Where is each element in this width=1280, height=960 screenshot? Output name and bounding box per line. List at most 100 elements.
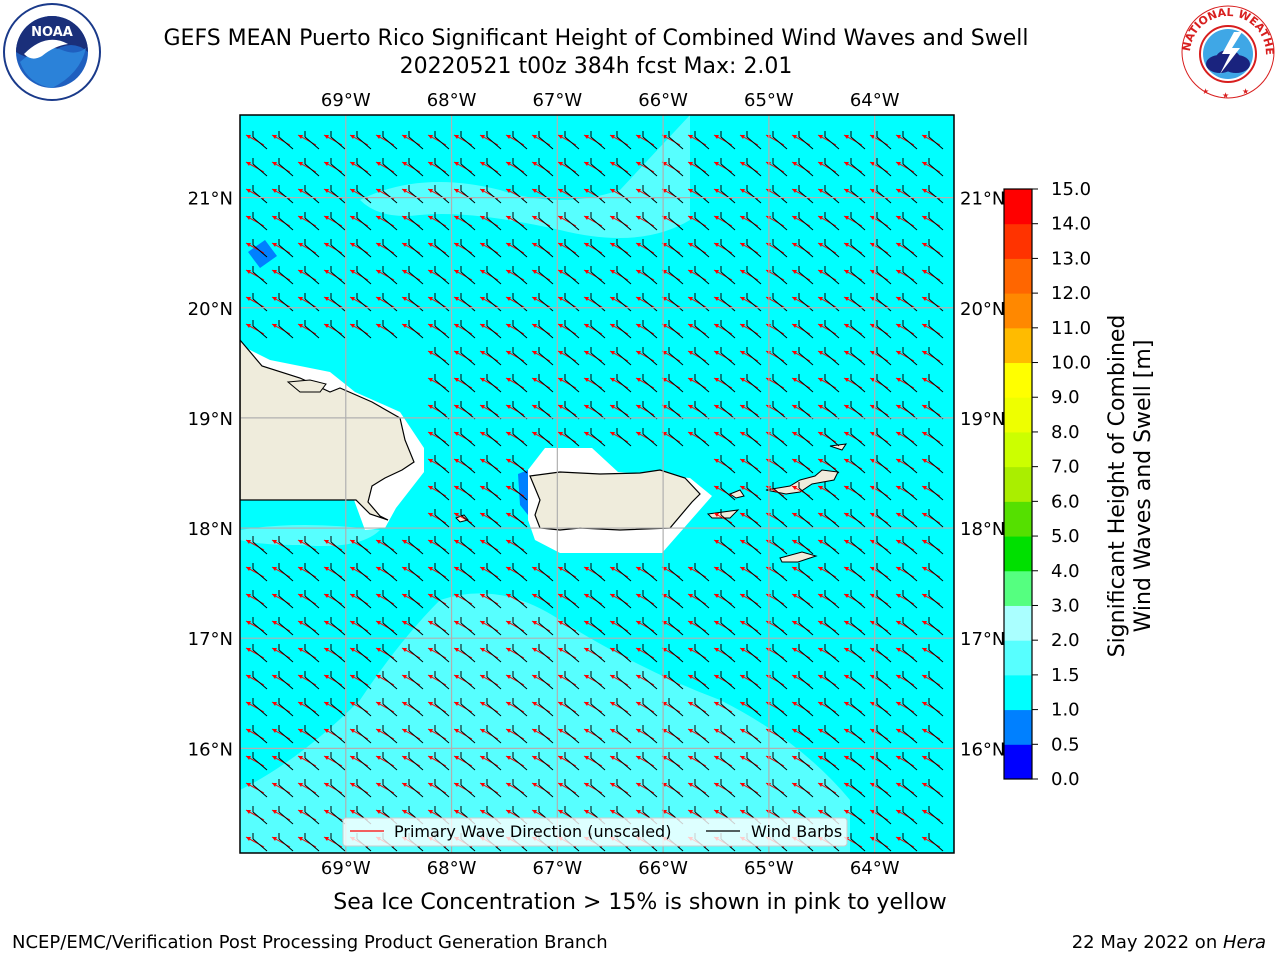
wind-barb: [460, 212, 476, 231]
land-mona-island: [455, 514, 469, 523]
wind-barb: [486, 725, 502, 744]
footer-date: 22 May 2022 on Hera: [1072, 932, 1266, 953]
colorbar-label-line2: Wind Waves and Swell [m]: [1131, 340, 1156, 633]
wind-barb: [824, 536, 840, 555]
wind-barb: [772, 617, 788, 636]
wind-barb: [486, 563, 502, 582]
wind-barb: [538, 644, 554, 663]
wind-barb: [564, 347, 580, 366]
wind-barb: [824, 725, 840, 744]
wind-barb: [850, 455, 866, 474]
wind-barb: [928, 779, 944, 798]
wind-barb: [278, 617, 294, 636]
wind-barb: [460, 293, 476, 312]
wind-barb: [382, 617, 398, 636]
wind-barb: [876, 590, 892, 609]
lon-tick-label: 66°W: [638, 90, 688, 111]
wind-barb: [460, 779, 476, 798]
wind-barb: [720, 401, 736, 420]
noaa-logo: NOAA: [3, 3, 101, 101]
wind-barb: [824, 212, 840, 231]
wind-barb: [512, 698, 528, 717]
wind-barb: [564, 617, 580, 636]
wind-barb: [512, 428, 528, 447]
colorbar-segment: [1004, 501, 1032, 537]
wind-barb: [746, 455, 762, 474]
wind-barb: [850, 725, 866, 744]
wind-barb: [798, 482, 814, 501]
wind-barb: [460, 509, 476, 528]
wind-barb: [772, 455, 788, 474]
wind-barb: [798, 428, 814, 447]
wind-barb: [798, 239, 814, 258]
wind-barb: [668, 644, 684, 663]
colorbar-segment: [1004, 258, 1032, 294]
wind-barb: [486, 617, 502, 636]
colorbar-tick-label: 6.0: [1051, 491, 1080, 512]
wind-barb: [772, 401, 788, 420]
wind-barb: [538, 779, 554, 798]
wind-barb: [642, 428, 658, 447]
wind-barb: [746, 212, 762, 231]
lat-tick-label: 17°N: [188, 629, 233, 650]
lat-tick-label: 19°N: [188, 409, 233, 430]
wind-barb: [330, 590, 346, 609]
wind-barb: [798, 347, 814, 366]
wind-barb: [382, 698, 398, 717]
wind-barb: [512, 158, 528, 177]
wind-barb: [590, 131, 606, 150]
wind-barb: [278, 536, 294, 555]
wind-barb: [512, 266, 528, 285]
wind-barb: [382, 590, 398, 609]
wind-barb: [902, 779, 918, 798]
wind-barb: [564, 779, 580, 798]
wind-barb: [772, 212, 788, 231]
wind-barb: [382, 212, 398, 231]
wind-barb: [616, 671, 632, 690]
wind-barb: [382, 563, 398, 582]
wind-barb: [720, 509, 736, 528]
wind-barb: [928, 293, 944, 312]
wind-barb: [902, 671, 918, 690]
wind-barb: [824, 428, 840, 447]
colorbar-tick-label: 2.0: [1051, 630, 1080, 651]
wind-barb: [304, 617, 320, 636]
legend-barb-label: Wind Barbs: [751, 822, 842, 841]
wind-barb: [720, 185, 736, 204]
wind-barb: [252, 779, 268, 798]
wind-barb: [538, 320, 554, 339]
wind-barb: [902, 320, 918, 339]
wind-barb: [720, 212, 736, 231]
wind-barb: [616, 725, 632, 744]
wind-barb: [798, 536, 814, 555]
wind-barb: [850, 617, 866, 636]
wind-barb: [434, 320, 450, 339]
wind-barb: [616, 320, 632, 339]
wind-barb: [798, 698, 814, 717]
map-subtitle: 20220521 t00z 384h fcst Max: 2.01: [399, 54, 793, 79]
wind-barb: [408, 212, 424, 231]
wind-barb: [564, 185, 580, 204]
wind-barb: [486, 590, 502, 609]
graticule: [240, 115, 954, 853]
wind-barb: [460, 320, 476, 339]
wind-barb: [460, 752, 476, 771]
wind-barb: [382, 779, 398, 798]
wind-barb: [772, 725, 788, 744]
wind-barb: [564, 671, 580, 690]
lon-tick-label: 69°W: [321, 90, 371, 111]
wind-barb: [798, 320, 814, 339]
wind-barb: [382, 725, 398, 744]
wind-barb: [382, 320, 398, 339]
wind-barb: [642, 644, 658, 663]
wind-barb: [356, 725, 372, 744]
wind-barb: [252, 644, 268, 663]
wind-barb: [460, 725, 476, 744]
wind-barb: [694, 617, 710, 636]
wind-barb: [720, 536, 736, 555]
wind-barb: [928, 455, 944, 474]
wind-barb: [772, 185, 788, 204]
wind-barb: [434, 266, 450, 285]
wind-barb: [434, 698, 450, 717]
wind-barb: [694, 563, 710, 582]
